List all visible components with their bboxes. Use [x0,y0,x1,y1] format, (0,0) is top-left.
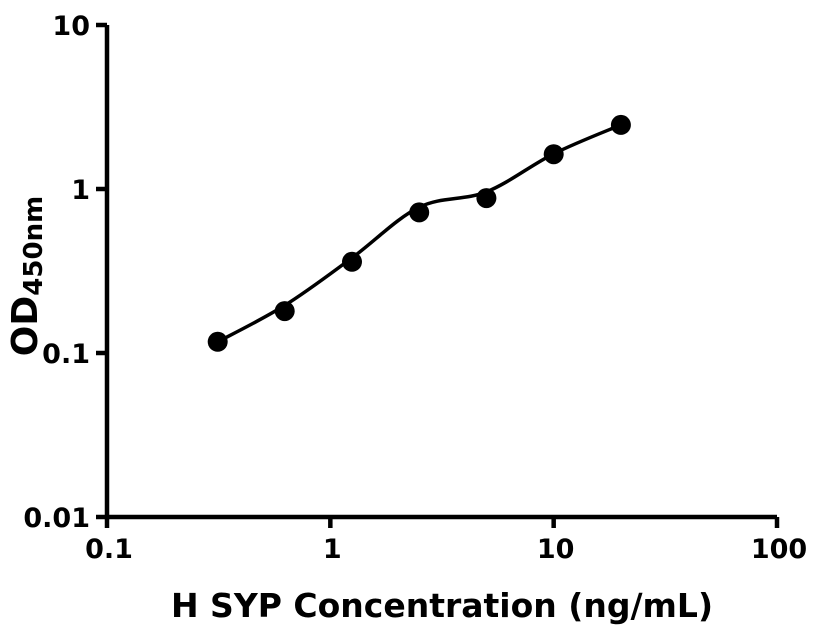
y-axis-title: OD450nm [4,166,49,386]
x-tick-label: 0.1 [85,534,133,565]
y-tick-label: 1 [71,175,90,206]
axes-spine [104,25,777,520]
x-tick-label: 10 [537,534,575,565]
y-tick-label: 10 [52,11,90,42]
x-tick-label: 1 [323,534,342,565]
y-axis-title-subscript: 450nm [19,195,49,296]
x-axis-title: H SYP Concentration (ng/mL) [170,586,714,625]
data-point [409,202,430,223]
x-tick-label: 100 [751,534,807,565]
y-axis-title-main: OD [5,295,46,357]
data-point [342,251,362,272]
data-point [610,114,631,135]
data-point [207,331,228,352]
data-point [543,144,564,165]
y-tick-label: 0.1 [42,339,90,370]
data-point [274,301,295,322]
y-tick-label: 0.01 [23,503,90,534]
data-point [476,188,497,209]
